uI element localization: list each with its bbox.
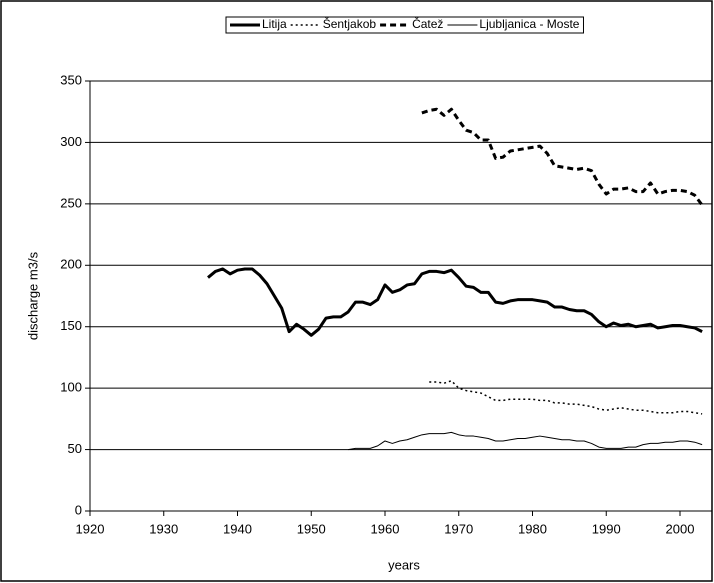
x-tick-label: 1940	[223, 521, 252, 536]
x-tick-label: 1950	[297, 521, 326, 536]
x-tick-label: 1930	[149, 521, 178, 536]
y-tick-label: 250	[60, 195, 82, 210]
x-tick-label: 1980	[518, 521, 547, 536]
legend-label: Ljubljanica - Moste	[479, 17, 579, 31]
x-axis-label: years	[388, 557, 420, 572]
y-tick-label: 100	[60, 380, 82, 395]
x-tick-label: 2000	[666, 521, 695, 536]
y-tick-label: 200	[60, 257, 82, 272]
x-tick-label: 1970	[444, 521, 473, 536]
y-tick-label: 50	[68, 441, 82, 456]
legend-label: Litija	[262, 17, 287, 31]
y-axis-label: discharge m3/s	[25, 251, 40, 340]
series-line	[429, 380, 703, 415]
y-tick-label: 150	[60, 318, 82, 333]
legend-label: Šentjakob	[323, 16, 377, 31]
x-tick-label: 1920	[76, 521, 105, 536]
x-tick-label: 1990	[592, 521, 621, 536]
series-line	[207, 267, 703, 337]
x-tick-label: 1960	[371, 521, 400, 536]
series-line	[348, 431, 703, 451]
series-line	[421, 107, 704, 206]
y-tick-label: 300	[60, 134, 82, 149]
legend: Litija Šentjakob Čatež Ljubljanica - Moste	[225, 16, 584, 34]
legend-label: Čatež	[412, 16, 443, 31]
y-tick-label: 0	[75, 502, 82, 517]
y-tick-label: 350	[60, 72, 82, 87]
